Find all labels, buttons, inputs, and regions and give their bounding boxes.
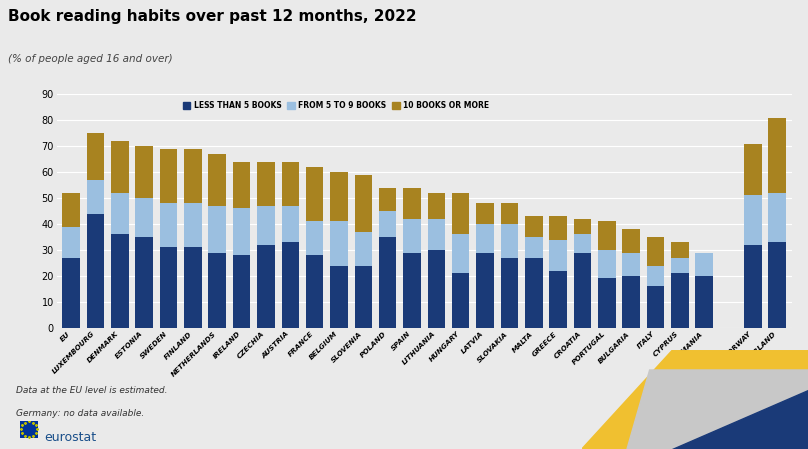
Bar bbox=[574, 219, 591, 234]
Bar bbox=[281, 206, 299, 242]
Bar bbox=[452, 193, 469, 234]
Bar bbox=[184, 203, 202, 247]
Bar bbox=[598, 250, 616, 278]
Bar bbox=[330, 221, 347, 265]
Bar bbox=[208, 252, 226, 328]
Bar bbox=[476, 203, 494, 224]
Bar bbox=[403, 252, 421, 328]
Bar bbox=[160, 203, 177, 247]
Bar bbox=[160, 247, 177, 328]
Bar bbox=[306, 167, 323, 221]
Bar bbox=[525, 216, 542, 237]
Bar bbox=[281, 242, 299, 328]
Bar bbox=[355, 265, 372, 328]
Bar bbox=[744, 245, 762, 328]
Bar bbox=[549, 216, 567, 240]
Bar bbox=[111, 234, 128, 328]
Bar bbox=[574, 234, 591, 252]
Bar bbox=[403, 188, 421, 219]
Bar bbox=[355, 175, 372, 232]
Bar bbox=[306, 221, 323, 255]
Legend: LESS THAN 5 BOOKS, FROM 5 TO 9 BOOKS, 10 BOOKS OR MORE: LESS THAN 5 BOOKS, FROM 5 TO 9 BOOKS, 10… bbox=[179, 98, 492, 113]
Bar bbox=[233, 255, 250, 328]
Bar bbox=[622, 252, 640, 276]
Bar bbox=[403, 219, 421, 252]
Text: (% of people aged 16 and over): (% of people aged 16 and over) bbox=[8, 54, 173, 64]
Bar bbox=[744, 144, 762, 195]
Bar bbox=[646, 237, 664, 265]
Bar bbox=[525, 237, 542, 258]
Bar bbox=[355, 232, 372, 265]
Bar bbox=[257, 162, 275, 206]
Bar bbox=[233, 162, 250, 208]
Bar bbox=[671, 242, 688, 258]
Bar bbox=[330, 265, 347, 328]
Bar bbox=[184, 149, 202, 203]
Bar bbox=[452, 273, 469, 328]
Bar bbox=[768, 242, 786, 328]
Bar bbox=[208, 206, 226, 252]
Bar bbox=[62, 193, 80, 227]
Bar bbox=[525, 258, 542, 328]
Bar bbox=[257, 206, 275, 245]
Text: Book reading habits over past 12 months, 2022: Book reading habits over past 12 months,… bbox=[8, 9, 417, 24]
Bar bbox=[549, 240, 567, 271]
Bar bbox=[501, 203, 518, 224]
Bar bbox=[476, 252, 494, 328]
Bar bbox=[696, 276, 713, 328]
Bar bbox=[427, 193, 445, 219]
Bar bbox=[379, 237, 397, 328]
Bar bbox=[233, 208, 250, 255]
Bar bbox=[330, 172, 347, 221]
Bar bbox=[306, 255, 323, 328]
Bar bbox=[452, 234, 469, 273]
Bar bbox=[111, 141, 128, 193]
Bar bbox=[476, 224, 494, 252]
Polygon shape bbox=[582, 350, 808, 449]
Bar bbox=[744, 195, 762, 245]
Bar bbox=[696, 252, 713, 276]
Bar bbox=[62, 258, 80, 328]
Bar bbox=[86, 133, 104, 180]
Bar bbox=[574, 252, 591, 328]
Bar bbox=[427, 250, 445, 328]
Text: eurostat: eurostat bbox=[44, 431, 97, 444]
Bar bbox=[62, 227, 80, 258]
Bar bbox=[549, 271, 567, 328]
Bar bbox=[671, 258, 688, 273]
Bar bbox=[646, 286, 664, 328]
Bar bbox=[598, 278, 616, 328]
Bar bbox=[208, 154, 226, 206]
Polygon shape bbox=[627, 370, 808, 449]
Text: Data at the EU level is estimated.: Data at the EU level is estimated. bbox=[16, 386, 168, 395]
Bar bbox=[136, 237, 153, 328]
Bar bbox=[598, 221, 616, 250]
Bar bbox=[257, 245, 275, 328]
Bar bbox=[86, 180, 104, 214]
Bar bbox=[671, 273, 688, 328]
Bar bbox=[86, 214, 104, 328]
Bar bbox=[427, 219, 445, 250]
Bar bbox=[379, 211, 397, 237]
Text: Germany: no data available.: Germany: no data available. bbox=[16, 409, 145, 418]
Bar bbox=[622, 229, 640, 252]
Bar bbox=[501, 258, 518, 328]
Bar bbox=[184, 247, 202, 328]
Bar bbox=[768, 118, 786, 193]
Polygon shape bbox=[672, 390, 808, 449]
Bar bbox=[646, 265, 664, 286]
Bar bbox=[136, 146, 153, 198]
Bar bbox=[379, 188, 397, 211]
Bar bbox=[281, 162, 299, 206]
Bar bbox=[622, 276, 640, 328]
Bar bbox=[160, 149, 177, 203]
Bar bbox=[136, 198, 153, 237]
Bar bbox=[768, 193, 786, 242]
Bar bbox=[501, 224, 518, 258]
Bar bbox=[111, 193, 128, 234]
